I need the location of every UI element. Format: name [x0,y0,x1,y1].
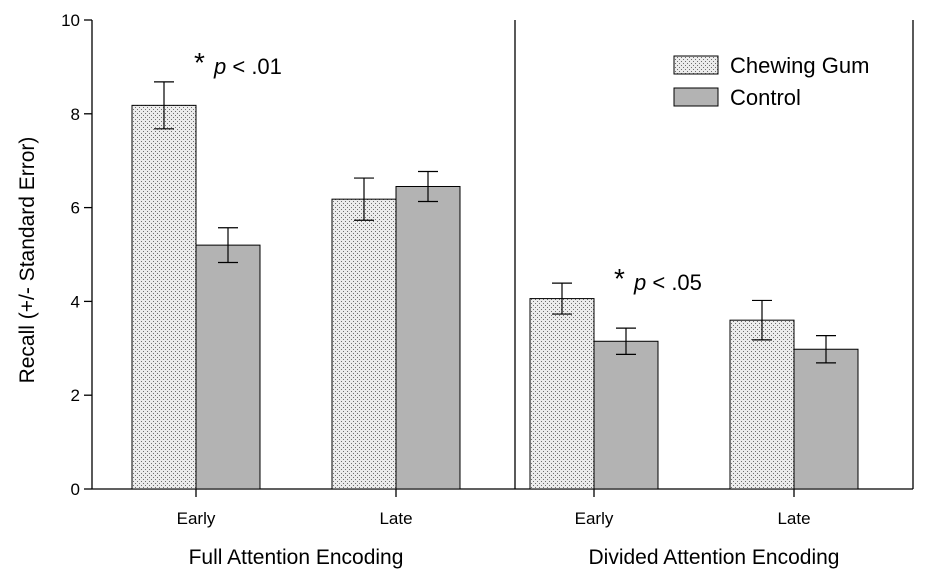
bar-control-0 [195,244,261,490]
error-bar-control-3 [816,335,836,364]
bar-chewing-gum-3 [729,319,795,490]
bar-control-2 [593,340,659,490]
y-tick-label: 6 [71,199,80,218]
bar-control-1 [395,185,461,490]
bar-chewing-gum-2 [529,298,595,490]
error-bar-chewing-gum-2 [552,282,572,315]
significance-annotation: * p < .01 [194,47,282,79]
significance-annotation: * p < .05 [614,263,702,295]
y-tick-label: 2 [71,386,80,405]
y-tick-label: 10 [61,11,80,30]
x-tick-label: Early [177,509,216,528]
group-label: Full Attention Encoding [189,546,404,569]
group-label: Divided Attention Encoding [588,546,839,569]
legend: Chewing Gum Control [673,53,869,110]
legend-swatch-control [673,87,719,107]
error-bar-control-1 [418,170,438,203]
significance-text: p < .01 [213,54,282,79]
y-tick-label: 0 [71,480,80,499]
legend-label-control: Control [730,85,801,110]
significance-star: * [194,47,205,78]
legend-swatch-chewing-gum [673,55,719,75]
significance-star: * [614,263,625,294]
error-bar-control-0 [218,227,238,264]
x-tick-label: Late [379,509,412,528]
y-tick-label: 4 [71,292,80,311]
bar-chewing-gum-0 [131,104,197,490]
error-bar-chewing-gum-0 [154,81,174,130]
y-tick-label: 8 [71,105,80,124]
error-bar-control-2 [616,327,636,355]
x-tick-label: Early [575,509,614,528]
bar-control-3 [793,348,859,490]
y-axis-title: Recall (+/- Standard Error) [16,137,39,384]
x-tick-label: Late [777,509,810,528]
legend-label-chewing-gum: Chewing Gum [730,53,869,78]
error-bar-chewing-gum-1 [354,177,374,221]
significance-text: p < .05 [633,270,702,295]
error-bar-chewing-gum-3 [752,299,772,341]
bar-chewing-gum-1 [331,198,397,490]
